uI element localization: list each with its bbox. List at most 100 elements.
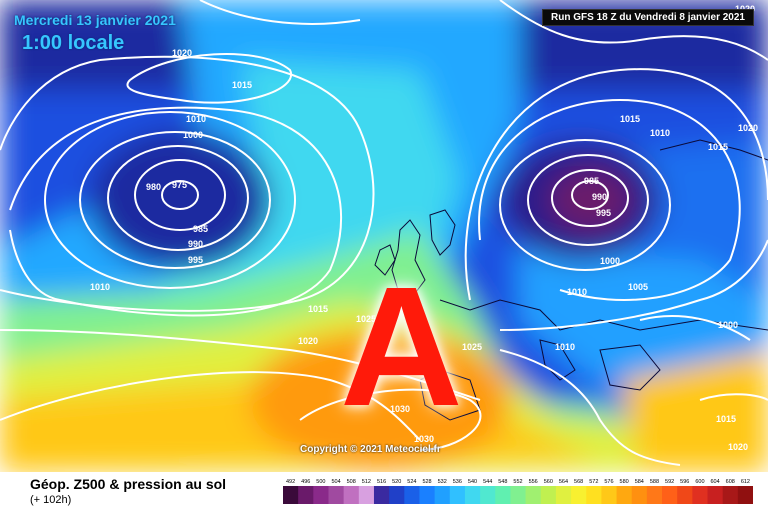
scale-swatch [298,486,314,504]
isobar-label: 995 [596,208,612,218]
isobar-label: 1015 [232,80,253,90]
scale-label: 532 [438,479,447,485]
scale-swatch [662,486,678,504]
isobar-label: 980 [146,182,162,192]
scale-swatch [464,486,481,504]
scale-label: 536 [453,479,462,485]
isobar-label: 1000 [600,256,621,266]
isobars [0,0,768,465]
isobar-label: 1010 [650,128,671,138]
coastlines [374,139,768,421]
scale-label: 496 [301,479,310,485]
scale-label: 508 [347,479,356,485]
scale-swatch [495,486,511,504]
forecast-date: Mercredi 13 janvier 2021 [14,12,176,28]
scale-swatch [707,486,724,504]
scale-label: 520 [392,479,401,485]
scale-label: 544 [483,479,492,485]
scale-swatch [389,486,405,504]
scale-label: 612 [741,479,750,485]
scale-swatch [646,486,663,504]
isobar-label: 1030 [414,434,435,444]
isobar-label: 1000 [183,130,204,140]
scale-swatch [373,486,390,504]
legend-bar: Géop. Z500 & pression au sol (+ 102h) 49… [0,472,768,512]
scale-swatch [283,486,299,504]
color-scale: 492 496 500 504 508 512 516 520 524 528 532 536 540 5… [283,479,753,504]
isobar-label: 985 [193,224,209,234]
scale-label: 588 [650,479,659,485]
isobar-label: 995 [188,255,204,265]
scale-swatch [586,486,602,504]
scale-label: 600 [695,479,704,485]
forecast-time: 1:00 locale [22,32,125,54]
isobar-label: 1025 [356,314,377,324]
scale-swatch [737,486,753,504]
scale-swatch [434,486,451,504]
scale-label: 492 [286,479,295,485]
scale-swatch [328,486,345,504]
scale-label: 608 [726,479,735,485]
scale-label: 592 [665,479,674,485]
scale-label: 556 [529,479,538,485]
scale-swatch [343,486,360,504]
isobar-label: 1030 [390,404,411,414]
scale-swatch [571,486,587,504]
scale-label: 568 [574,479,583,485]
isobar-label: 1020 [172,48,193,58]
scale-swatch [722,486,739,504]
scale-label: 540 [468,479,477,485]
scale-label: 500 [316,479,325,485]
scale-label: 504 [331,479,340,485]
isobar-label: 1010 [567,287,588,297]
legend-title: Géop. Z500 & pression au sol [30,476,227,492]
scale-label: 548 [498,479,507,485]
scale-label: 572 [589,479,598,485]
scale-label: 560 [544,479,553,485]
scale-swatch [631,486,648,504]
forecast-offset: (+ 102h) [30,494,72,506]
scale-swatch [540,486,557,504]
isobar-label: 1025 [462,342,483,352]
copyright-notice: Copyright © 2021 Meteociel.fr [300,444,441,455]
isobar-label: 1015 [708,142,729,152]
isobar-label: 1015 [620,114,641,124]
isobar-label: 1020 [728,442,749,452]
scale-label: 584 [635,479,644,485]
model-run-label: Run GFS 18 Z du Vendredi 8 janvier 2021 [542,9,754,26]
scale-swatch [510,486,527,504]
scale-label: 552 [513,479,522,485]
isobar-label: 990 [188,239,204,249]
scale-swatch [601,486,618,504]
isobar-label: 1015 [716,414,737,424]
isobar-label: 1005 [628,282,649,292]
scale-label: 580 [620,479,629,485]
scale-swatch [692,486,709,504]
scale-label: 604 [711,479,720,485]
scale-swatch [555,486,572,504]
isobar-label: 1000 [718,320,739,330]
isobar-label: 1010 [186,114,207,124]
scale-label: 528 [422,479,431,485]
scale-label: 516 [377,479,386,485]
scale-label: 512 [362,479,371,485]
scale-label: 564 [559,479,568,485]
scale-swatch [419,486,436,504]
scale-label: 576 [604,479,613,485]
anticyclone-marker: A [340,252,463,442]
isobar-label: 1020 [298,336,319,346]
isobar-label: 1010 [555,342,576,352]
isobar-label: 985 [584,176,600,186]
isobar-label: 990 [592,192,608,202]
isobar-label: 1010 [90,282,111,292]
scale-swatch [313,486,329,504]
isobar-label: 975 [172,180,188,190]
scale-swatch [616,486,633,504]
scale-label: 524 [407,479,416,485]
isobar-label: 1015 [308,304,329,314]
scale-swatch [525,486,542,504]
scale-swatch [449,486,466,504]
scale-swatch [677,486,693,504]
scale-swatch [404,486,420,504]
